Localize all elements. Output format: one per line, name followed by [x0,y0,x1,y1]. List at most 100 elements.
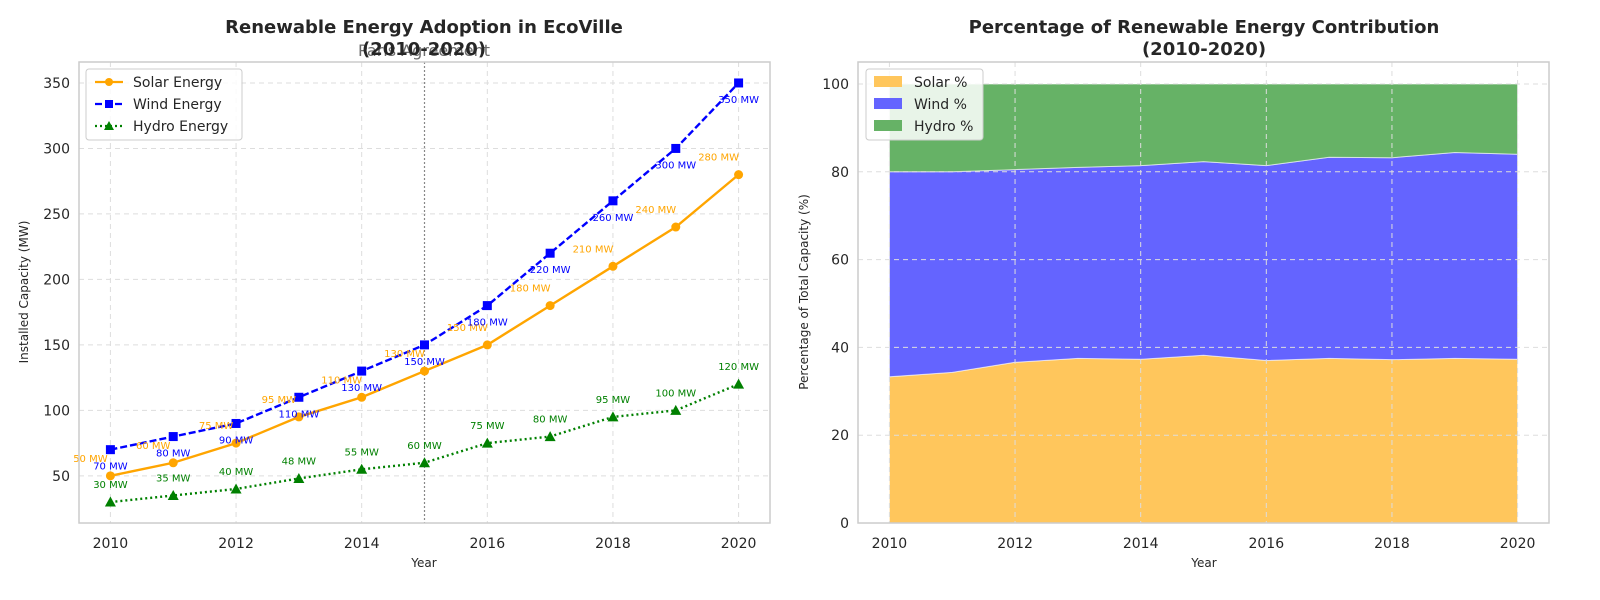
data-label-wind: 260 MW [593,213,634,224]
data-point-wind [168,432,178,442]
y-tick-label: 350 [43,76,70,92]
data-point-solar [294,412,304,422]
x-tick-label: 2018 [1374,536,1410,552]
x-axis-label: Year [1190,556,1216,570]
y-tick-label: 60 [831,253,849,269]
y-tick-label: 300 [43,141,70,157]
legend-item-wind: Wind Energy [95,97,222,113]
x-tick-label: 2020 [721,536,757,552]
legend-item-hydro: Hydro Energy [95,119,228,135]
data-label-solar: 150 MW [447,323,488,334]
x-tick-label: 2010 [872,536,908,552]
data-label-hydro: 60 MW [407,441,442,452]
data-label-solar: 180 MW [510,284,551,295]
data-label-solar: 60 MW [136,441,171,452]
legend-label-hydro: Hydro % [914,119,973,135]
legend-item-solar: Solar % [874,75,967,91]
data-point-hydro [230,483,242,494]
y-tick-label: 20 [831,428,849,444]
data-point-hydro [733,378,745,389]
data-point-wind [608,196,618,206]
data-point-solar [608,261,618,271]
legend-label-wind: Wind Energy [133,97,222,113]
data-label-wind: 110 MW [278,409,319,420]
data-label-solar: 240 MW [635,205,676,216]
data-label-solar: 130 MW [384,349,425,360]
data-label-solar: 110 MW [321,375,362,386]
data-point-hydro [419,457,430,468]
legend-marker-solar [105,78,113,86]
data-point-solar [734,170,744,180]
legend-marker-wind [105,100,113,108]
x-tick-label: 2014 [1123,536,1159,552]
data-point-hydro [607,411,619,422]
x-tick-label: 2012 [218,536,254,552]
data-point-solar [231,438,241,448]
data-label-hydro: 120 MW [718,362,759,373]
y-axis-label: Percentage of Total Capacity (%) [797,194,811,390]
chart-title: Renewable Energy Adoption in EcoVille [225,17,623,38]
data-point-hydro [544,431,556,442]
data-point-wind [734,78,744,88]
data-label-solar: 95 MW [262,395,297,406]
x-tick-label: 2020 [1500,536,1536,552]
data-point-solar [420,366,429,376]
legend-label-wind: Wind % [914,97,967,113]
y-tick-labels: 50 100 150 200 250 300 350 [43,76,70,485]
x-tick-label: 2016 [1248,536,1284,552]
data-point-solar [105,471,115,481]
data-point-wind [545,248,555,258]
chart-subtitle: (2010-2020) [1142,39,1266,60]
legend: Solar Energy Wind Energy Hydro Energy [85,68,243,141]
plot-frame [78,61,771,524]
data-point-solar [168,458,178,468]
y-tick-labels: 0 20 40 60 80 100 [822,77,849,532]
data-label-hydro: 95 MW [596,395,631,406]
data-point-wind [231,418,241,428]
data-label-wind: 300 MW [655,160,696,171]
series-hydro [104,378,745,507]
data-label-wind: 80 MW [156,449,191,460]
y-tick-label: 50 [52,469,70,485]
data-label-hydro: 75 MW [470,421,505,432]
data-label-solar: 210 MW [573,244,614,255]
data-label-hydro: 80 MW [533,415,568,426]
data-label-solar: 50 MW [73,454,108,465]
chart-subtitle: (2010-2020) [362,39,486,60]
legend-swatch-solar [874,76,902,87]
data-point-hydro [104,496,116,507]
data-label-wind: 70 MW [93,462,128,473]
data-label-hydro: 30 MW [93,480,128,491]
data-point-solar [671,222,681,232]
legend-swatch-wind [874,98,902,109]
data-label-hydro: 55 MW [344,447,379,458]
x-tick-label: 2010 [93,536,129,552]
data-label-wind: 220 MW [530,265,571,276]
data-label-wind: 180 MW [467,318,508,329]
x-tick-labels: 2010 2012 2014 2016 2018 2020 [93,536,757,552]
y-tick-label: 250 [43,207,70,223]
data-label-wind: 130 MW [341,383,382,394]
data-point-solar [482,340,492,350]
plot-frame [857,61,1550,524]
x-tick-label: 2016 [469,536,505,552]
legend-box [85,68,243,141]
legend-label-solar: Solar % [914,75,967,91]
data-point-wind [671,143,681,153]
data-label-wind: 150 MW [404,357,445,368]
data-point-wind [105,445,115,455]
legend-marker-hydro [104,121,114,130]
area-solar [888,354,1519,524]
y-tick-label: 150 [43,338,70,354]
legend-label-hydro: Hydro Energy [133,119,228,135]
y-tick-label: 80 [831,165,849,181]
data-point-hydro [293,472,305,483]
data-point-wind [357,366,367,376]
data-label-hydro: 35 MW [156,473,191,484]
x-tick-labels: 2010 2012 2014 2016 2018 2020 [872,536,1536,552]
legend-item-hydro: Hydro % [874,119,973,135]
area-chart: Percentage of Renewable Energy Contribut… [797,17,1550,570]
data-label-solar: 280 MW [698,153,739,164]
data-label-wind: 90 MW [219,435,254,446]
